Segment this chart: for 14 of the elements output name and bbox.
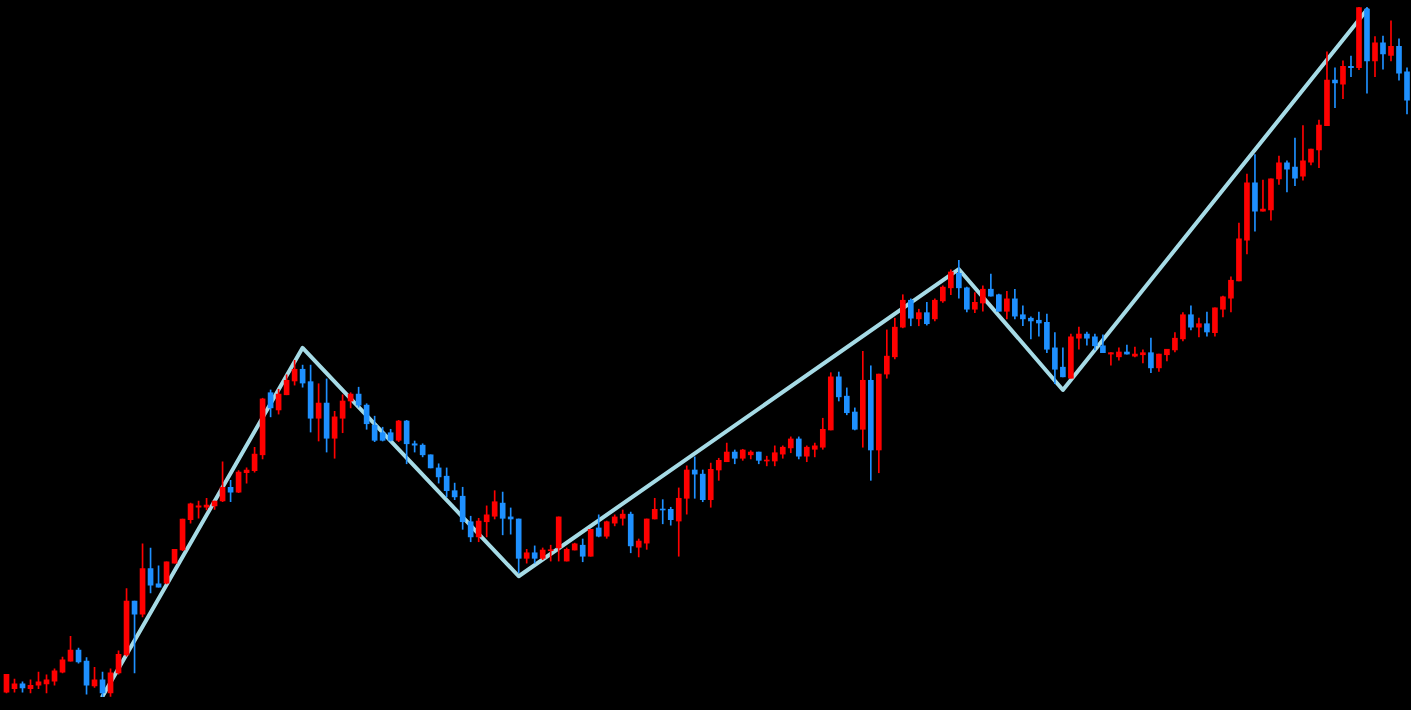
candlestick bbox=[1388, 20, 1394, 62]
candlestick bbox=[1348, 55, 1354, 78]
candlestick bbox=[1108, 352, 1114, 366]
candlestick bbox=[1332, 67, 1338, 109]
candlestick bbox=[1020, 305, 1026, 327]
candlestick bbox=[1196, 317, 1202, 338]
candlestick bbox=[1292, 137, 1298, 187]
candlestick bbox=[547, 544, 554, 562]
candlestick bbox=[1260, 179, 1266, 212]
candlestick bbox=[1284, 160, 1290, 193]
candlestick bbox=[1028, 316, 1034, 340]
candlestick bbox=[483, 505, 490, 538]
candlestick bbox=[1036, 311, 1042, 337]
candlestick bbox=[1076, 326, 1082, 350]
